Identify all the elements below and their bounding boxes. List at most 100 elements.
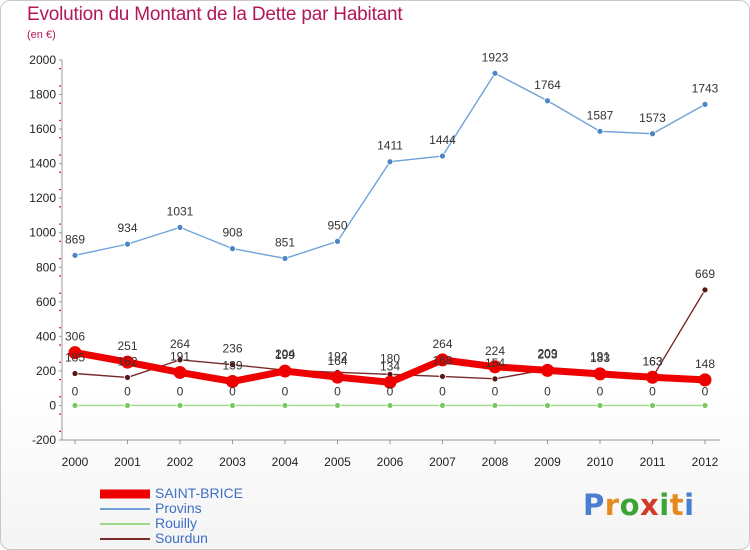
data-point-saint-brice bbox=[121, 355, 134, 369]
data-point-saint-brice bbox=[593, 367, 607, 381]
data-point-saint-brice bbox=[173, 365, 187, 379]
data-label-sourdun: 180 bbox=[380, 351, 400, 365]
data-label-rouilly: 0 bbox=[72, 384, 79, 398]
data-point-provins bbox=[491, 69, 499, 77]
y-tick-label: 200 bbox=[36, 364, 56, 378]
data-label-rouilly: 0 bbox=[177, 384, 184, 398]
legend-item: Provins bbox=[100, 500, 320, 516]
data-label-saint-brice: 148 bbox=[695, 357, 715, 371]
series-line-provins bbox=[74, 72, 706, 260]
data-label-sourdun: 185 bbox=[65, 351, 85, 365]
data-point-sourdun bbox=[491, 375, 499, 383]
data-point-sourdun bbox=[229, 361, 236, 369]
data-label-saint-brice: 251 bbox=[117, 339, 137, 353]
legend-label: Sourdun bbox=[155, 530, 208, 546]
logo-letter: o bbox=[619, 488, 641, 522]
data-label-sourdun: 236 bbox=[222, 342, 242, 356]
x-tick-label: 2005 bbox=[324, 455, 351, 469]
data-label-sourdun: 191 bbox=[590, 349, 610, 363]
logo-letter: x bbox=[640, 488, 660, 522]
data-point-rouilly bbox=[281, 402, 289, 409]
data-label-provins: 1444 bbox=[429, 133, 456, 147]
legend-item: Sourdun bbox=[100, 530, 320, 546]
legend-label: SAINT-BRICE bbox=[155, 485, 243, 501]
data-label-sourdun: 163 bbox=[642, 354, 662, 368]
data-point-saint-brice bbox=[436, 353, 449, 367]
x-tick-label: 2003 bbox=[219, 455, 246, 469]
data-label-sourdun: 168 bbox=[432, 353, 452, 367]
data-point-provins bbox=[71, 251, 79, 259]
data-label-sourdun: 669 bbox=[695, 267, 715, 281]
legend-swatch bbox=[100, 522, 150, 525]
y-tick-label: 1000 bbox=[29, 226, 56, 240]
data-label-provins: 950 bbox=[327, 218, 347, 232]
chart-title: Evolution du Montant de la Dette par Hab… bbox=[27, 4, 403, 25]
data-point-saint-brice bbox=[646, 370, 659, 384]
proxiti-logo: Proxiti bbox=[583, 488, 695, 522]
logo-letter: r bbox=[604, 488, 620, 522]
data-point-provins bbox=[176, 223, 184, 231]
x-tick-label: 2009 bbox=[534, 455, 561, 469]
x-tick-label: 2000 bbox=[62, 455, 89, 469]
data-point-saint-brice bbox=[226, 374, 239, 388]
data-label-saint-brice: 183 bbox=[590, 351, 610, 365]
data-label-saint-brice: 191 bbox=[170, 349, 190, 363]
data-label-saint-brice: 134 bbox=[380, 359, 400, 373]
data-label-saint-brice: 163 bbox=[642, 354, 662, 368]
data-point-rouilly bbox=[334, 402, 341, 409]
data-point-saint-brice bbox=[488, 360, 502, 374]
x-tick-label: 2012 bbox=[692, 455, 719, 469]
x-tick-label: 2001 bbox=[114, 455, 141, 469]
data-point-provins bbox=[229, 245, 236, 253]
data-label-sourdun: 209 bbox=[537, 346, 557, 360]
legend: SAINT-BRICE Provins Rouilly Sourdun bbox=[100, 485, 320, 546]
data-point-provins bbox=[386, 158, 394, 166]
y-tick-label: 600 bbox=[36, 295, 56, 309]
data-point-saint-brice bbox=[68, 346, 82, 360]
data-label-saint-brice: 199 bbox=[275, 348, 295, 362]
data-point-saint-brice bbox=[541, 363, 554, 377]
legend-swatch bbox=[100, 489, 150, 498]
legend-label: Rouilly bbox=[155, 515, 198, 531]
chart-subtitle: (en €) bbox=[27, 29, 56, 41]
data-label-sourdun: 162 bbox=[117, 354, 137, 368]
logo-letter: i bbox=[659, 488, 670, 522]
data-label-saint-brice: 203 bbox=[537, 347, 557, 361]
data-label-rouilly: 0 bbox=[387, 384, 394, 398]
data-label-saint-brice: 164 bbox=[327, 354, 347, 368]
data-label-rouilly: 0 bbox=[597, 384, 604, 398]
data-point-rouilly bbox=[124, 402, 131, 409]
y-tick-label: 1200 bbox=[29, 191, 56, 205]
data-label-rouilly: 0 bbox=[124, 384, 131, 398]
data-point-sourdun bbox=[124, 374, 131, 381]
data-label-provins: 908 bbox=[222, 226, 242, 240]
x-tick-label: 2011 bbox=[640, 455, 666, 469]
logo-letter: t bbox=[669, 488, 685, 522]
data-label-rouilly: 0 bbox=[229, 384, 236, 398]
data-label-sourdun: 192 bbox=[327, 349, 347, 363]
data-label-saint-brice: 306 bbox=[65, 330, 85, 344]
x-tick-label: 2007 bbox=[429, 455, 456, 469]
data-point-saint-brice bbox=[383, 375, 397, 389]
legend-item: SAINT-BRICE bbox=[100, 485, 320, 501]
y-tick-label: -200 bbox=[32, 433, 56, 447]
data-point-saint-brice bbox=[331, 370, 344, 384]
y-tick-label: 1800 bbox=[29, 88, 56, 102]
data-label-sourdun: 154 bbox=[485, 356, 505, 370]
data-label-provins: 1031 bbox=[167, 204, 194, 218]
data-label-rouilly: 0 bbox=[282, 384, 289, 398]
data-point-rouilly bbox=[596, 402, 604, 409]
data-label-sourdun: 204 bbox=[275, 347, 295, 361]
data-point-sourdun bbox=[176, 356, 184, 364]
y-tick-label: 800 bbox=[36, 260, 56, 274]
data-point-rouilly bbox=[491, 402, 499, 409]
legend-label: Provins bbox=[155, 500, 202, 516]
legend-swatch bbox=[100, 507, 150, 510]
data-label-provins: 1923 bbox=[482, 50, 509, 64]
x-tick-label: 2006 bbox=[377, 455, 404, 469]
data-point-provins bbox=[124, 240, 131, 248]
y-tick-label: 0 bbox=[49, 398, 56, 412]
data-point-provins bbox=[544, 97, 551, 105]
